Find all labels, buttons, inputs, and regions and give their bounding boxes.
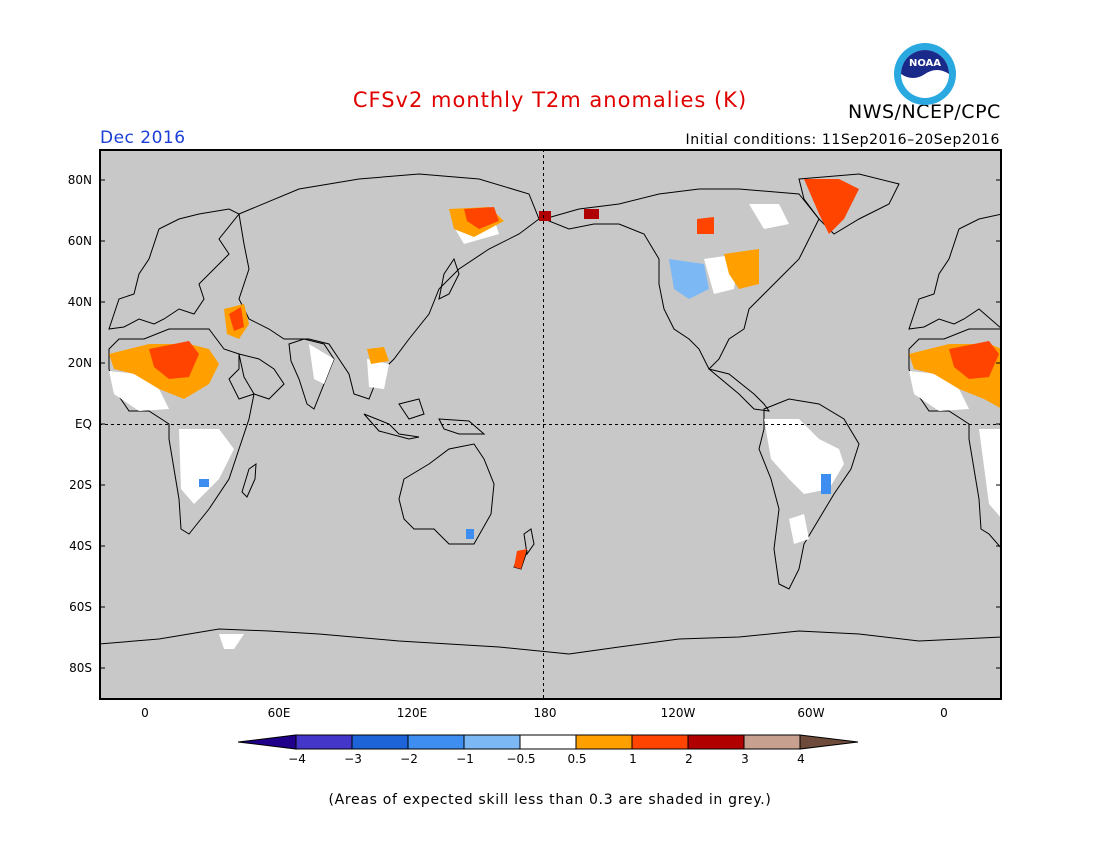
india-coastline [288, 338, 335, 410]
positive-anomaly-area [149, 341, 199, 379]
color-bar-swatch [575, 734, 633, 750]
positive-anomaly-area [464, 207, 499, 229]
africa-coastline [108, 328, 255, 535]
lat-label: 40N [67, 295, 92, 309]
lon-label: 120E [396, 706, 428, 720]
positive-anomaly-area [697, 217, 714, 234]
agency-label: NWS/NCEP/CPC [848, 101, 1001, 123]
lon-label: 180 [533, 706, 557, 720]
near-normal-area [179, 429, 234, 504]
lat-label: 60N [67, 234, 92, 248]
near-normal-area [789, 514, 809, 544]
europe-coastline-east-copy [908, 213, 1002, 330]
anomaly-map [99, 149, 1002, 700]
initial-conditions: Initial conditions: 11Sep2016–20Sep2016 [685, 132, 1000, 148]
color-bar-end-high [799, 734, 859, 750]
footnote: (Areas of expected skill less than 0.3 a… [328, 792, 772, 808]
south-america-coastline [758, 398, 860, 590]
lat-label: 60S [69, 600, 92, 614]
color-bar-label: −3 [344, 752, 362, 766]
lon-label: 0 [141, 706, 149, 720]
color-bar-swatch [351, 734, 409, 750]
color-bar-end-low [238, 734, 297, 750]
color-bar-label: −4 [288, 752, 306, 766]
antarctica-coastline [99, 628, 1002, 655]
color-bar-swatch [631, 734, 689, 750]
color-bar-swatch [463, 734, 521, 750]
positive-anomaly-area [514, 549, 527, 569]
color-bar-swatch [519, 734, 577, 750]
negative-anomaly-area [199, 479, 209, 487]
madagascar-coastline [241, 462, 257, 498]
lat-label: 40S [69, 539, 92, 553]
positive-anomaly-area [804, 179, 859, 234]
color-bar-label: 1 [629, 752, 637, 766]
near-normal-area [367, 359, 389, 389]
map-title: CFSv2 monthly T2m anomalies (K) [352, 88, 748, 112]
color-bar-swatch [295, 734, 353, 750]
color-bar-label: −1 [456, 752, 474, 766]
lon-label: 120W [660, 706, 696, 720]
lat-label: 20S [69, 478, 92, 492]
europe-coastline [108, 208, 240, 330]
lon-label: 60W [797, 706, 825, 720]
color-bar-label: −0.5 [506, 752, 536, 766]
negative-anomaly-area [466, 529, 474, 539]
north-america-coastline [542, 188, 820, 370]
near-normal-area [979, 429, 1002, 519]
color-bar-label: 0.5 [567, 752, 587, 766]
near-normal-area [749, 204, 789, 229]
lat-label: 80S [69, 661, 92, 675]
lon-label: 0 [940, 706, 948, 720]
near-normal-area [309, 344, 334, 384]
color-bar [238, 734, 859, 750]
lat-label: 80N [67, 173, 92, 187]
arabia-coastline [238, 353, 285, 400]
negative-anomaly-area [821, 474, 831, 494]
australia-coastline [398, 443, 495, 545]
negative-anomaly-area [669, 259, 709, 299]
color-bar-label: −2 [400, 752, 418, 766]
positive-anomaly-area [229, 307, 244, 331]
positive-anomaly-area [367, 347, 389, 364]
japan-coastline [438, 257, 460, 300]
color-bar-swatch [407, 734, 465, 750]
lat-ticks [99, 179, 1002, 669]
lat-label: 20N [67, 356, 92, 370]
color-bar-label: 4 [797, 752, 805, 766]
forecast-period: Dec 2016 [100, 128, 186, 148]
near-normal-area [219, 634, 244, 649]
greenland-coastline [798, 173, 900, 235]
lat-label: EQ [74, 417, 92, 431]
strong-positive-anomaly-area [584, 209, 599, 219]
positive-anomaly-area [949, 341, 999, 379]
color-bar-label: 3 [741, 752, 749, 766]
color-bar-swatch [687, 734, 745, 750]
positive-anomaly-area [724, 249, 759, 289]
noaa-logo: NOAA [894, 43, 956, 105]
lon-label: 60E [267, 706, 291, 720]
strong-positive-anomaly-area [539, 211, 551, 221]
near-normal-area [109, 371, 169, 411]
graticule [99, 149, 1002, 700]
near-normal-area [909, 371, 969, 411]
color-bar-label: 2 [685, 752, 693, 766]
africa-coastline-east-copy [908, 328, 1002, 550]
color-bar-swatch [743, 734, 801, 750]
noaa-logo-text: NOAA [909, 58, 941, 69]
anomaly-shading [109, 179, 1002, 649]
